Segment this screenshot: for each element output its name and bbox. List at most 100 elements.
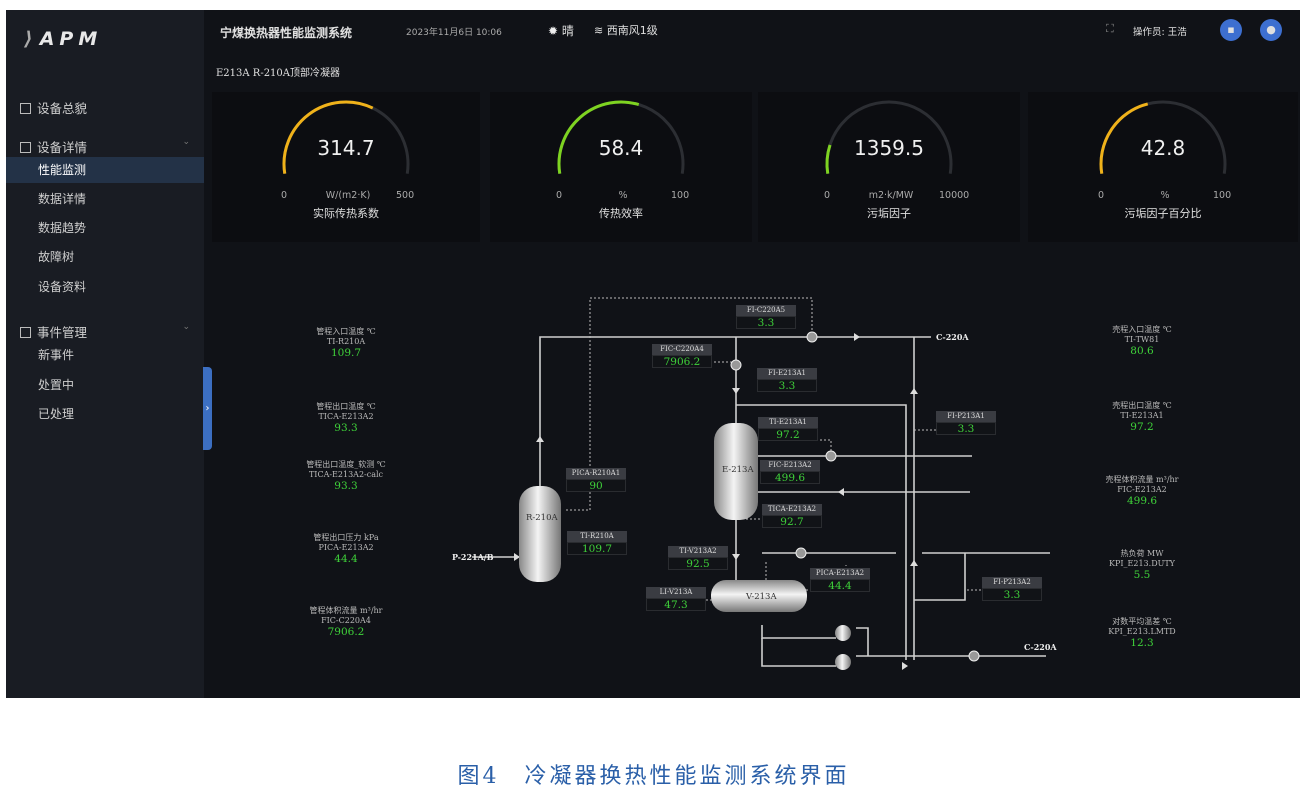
readout-label: 热负荷 MW bbox=[1120, 549, 1164, 558]
readout-label: 管程出口温度_软测 ℃ bbox=[306, 460, 386, 469]
readout-tag: FIC-E213A2 bbox=[1117, 485, 1167, 494]
tag-label: FI-P213A1 bbox=[936, 411, 996, 422]
instrument-tag[interactable]: FIC-E213A2 499.6 bbox=[760, 460, 820, 484]
gauge-value: 58.4 bbox=[598, 136, 644, 160]
readout-tag: TI-E213A1 bbox=[1120, 411, 1164, 420]
sidebar-item[interactable]: 性能监测 bbox=[6, 157, 204, 183]
tag-label: PICA-R210A1 bbox=[566, 468, 626, 479]
sidebar-item[interactable]: 处置中 bbox=[6, 372, 204, 398]
fullscreen-icon[interactable]: ⛶ bbox=[1106, 22, 1114, 35]
tag-label: FIC-C220A4 bbox=[652, 344, 712, 355]
valve-icon bbox=[806, 331, 818, 343]
instrument-tag[interactable]: FIC-C220A4 7906.2 bbox=[652, 344, 712, 368]
sidebar-item[interactable]: 故障树 bbox=[6, 244, 204, 270]
weather-status: ✹ 晴 bbox=[548, 24, 574, 38]
sidebar-item[interactable]: 数据详情 bbox=[6, 186, 204, 212]
kpi-readout: 热负荷 MW KPI_E213.DUTY 5.5 bbox=[1072, 548, 1212, 581]
vessel-label: V-213A bbox=[746, 592, 777, 602]
tag-value: 3.3 bbox=[982, 588, 1042, 601]
readout-tag: TI-TW81 bbox=[1124, 335, 1160, 344]
sidebar-collapse-handle[interactable]: › bbox=[203, 367, 212, 450]
sidebar-item[interactable]: 设备总貌 bbox=[6, 98, 204, 117]
readout-label: 管程出口压力 kPa bbox=[313, 533, 379, 542]
chevron-down-icon[interactable]: ⌄ bbox=[182, 322, 190, 332]
kpi-readout: 壳程出口温度 ℃ TI-E213A1 97.2 bbox=[1072, 400, 1212, 433]
chat-icon[interactable]: ▪ bbox=[1220, 19, 1242, 41]
tag-value: 109.7 bbox=[567, 542, 627, 555]
tag-label: TI-E213A1 bbox=[758, 417, 818, 428]
stream-label: C-220A bbox=[936, 332, 969, 342]
readout-tag: KPI_E213.DUTY bbox=[1109, 559, 1175, 568]
tag-value: 90 bbox=[566, 479, 626, 492]
gauge-max: 10000 bbox=[939, 190, 970, 201]
tag-value: 97.2 bbox=[758, 428, 818, 441]
gauge-max: 100 bbox=[671, 190, 690, 201]
gauge-unit: m2·k/MW bbox=[868, 190, 914, 201]
tag-label: TI-R210A bbox=[567, 531, 627, 542]
sidebar-item[interactable]: 已处理 bbox=[6, 401, 204, 427]
instrument-tag[interactable]: FI-P213A1 3.3 bbox=[936, 411, 996, 435]
sidebar: ⟩ APM 设备总貌 设备详情 ⌄ 性能监测 数据详情 数据趋势 故障树 设备资料 事件管理 ⌄ 新事… bbox=[6, 10, 212, 698]
sidebar-item[interactable]: 设备详情 ⌄ bbox=[6, 137, 204, 156]
instrument-tag[interactable]: PICA-E213A2 44.4 bbox=[810, 568, 870, 592]
gauge-card: 314.7 0 W/(m2·K) 500 实际传热系数 bbox=[212, 92, 480, 242]
gauge-unit: W/(m2·K) bbox=[325, 190, 371, 201]
instrument-tag[interactable]: FI-C220A5 3.3 bbox=[736, 305, 796, 329]
gauge-title: 污垢因子 bbox=[867, 207, 911, 220]
wind-status: ≋ 西南风1级 bbox=[594, 24, 658, 37]
instrument-tag[interactable]: TI-E213A1 97.2 bbox=[758, 417, 818, 441]
figure-caption: 图4 冷凝器换热性能监测系统界面 bbox=[457, 764, 850, 789]
sidebar-item-label: 事件管理 bbox=[37, 325, 88, 340]
sidebar-item-label: 处置中 bbox=[38, 378, 75, 392]
instrument-tag[interactable]: TI-R210A 109.7 bbox=[567, 531, 627, 555]
tag-label: PICA-E213A2 bbox=[810, 568, 870, 579]
readout-value: 12.3 bbox=[1130, 637, 1154, 649]
tag-label: FI-P213A2 bbox=[982, 577, 1042, 588]
tag-value: 3.3 bbox=[736, 316, 796, 329]
sidebar-item-label: 已处理 bbox=[38, 407, 75, 421]
tag-label: FI-C220A5 bbox=[736, 305, 796, 316]
tag-value: 92.5 bbox=[668, 557, 728, 570]
vessel-label: R-210A bbox=[526, 513, 558, 523]
operator-label: 操作员: 王浩 bbox=[1133, 27, 1187, 38]
gauge-title: 传热效率 bbox=[599, 207, 643, 220]
readout-value: 499.6 bbox=[1126, 495, 1158, 507]
instrument-tag[interactable]: LI-V213A 47.3 bbox=[646, 587, 706, 611]
sidebar-item[interactable]: 数据趋势 bbox=[6, 215, 204, 241]
stream-label: P-221A/B bbox=[452, 552, 494, 562]
instrument-tag[interactable]: PICA-R210A1 90 bbox=[566, 468, 626, 492]
gauge-min: 0 bbox=[1098, 190, 1105, 201]
equipment-subtitle: E213A R-210A顶部冷凝器 bbox=[216, 68, 341, 79]
valve-icon bbox=[825, 450, 837, 462]
sidebar-item[interactable]: 新事件 bbox=[6, 342, 204, 368]
instrument-tag[interactable]: FI-P213A2 3.3 bbox=[982, 577, 1042, 601]
kpi-readout: 管程出口温度_软测 ℃ TICA-E213A2-calc 93.3 bbox=[276, 459, 416, 492]
kpi-readout: 管程体积流量 m³/hr FIC-C220A4 7906.2 bbox=[276, 605, 416, 638]
gauge-fill bbox=[1099, 102, 1149, 174]
readout-label: 管程入口温度 ℃ bbox=[316, 327, 376, 336]
gauge-card: 1359.5 0 m2·k/MW 10000 污垢因子 bbox=[758, 92, 1020, 242]
sidebar-item-label: 故障树 bbox=[38, 250, 75, 264]
stream-label: C-220A bbox=[1024, 642, 1057, 652]
gauge-value: 314.7 bbox=[317, 136, 375, 160]
readout-tag: FIC-C220A4 bbox=[321, 616, 371, 625]
gauge-min: 0 bbox=[281, 190, 288, 201]
sidebar-item-label: 数据详情 bbox=[38, 192, 87, 206]
chevron-down-icon[interactable]: ⌄ bbox=[182, 137, 190, 147]
instrument-tag[interactable]: FI-E213A1 3.3 bbox=[757, 368, 817, 392]
tag-value: 92.7 bbox=[762, 515, 822, 528]
gauge-min: 0 bbox=[556, 190, 563, 201]
tag-label: LI-V213A bbox=[646, 587, 706, 598]
instrument-tag[interactable]: TI-V213A2 92.5 bbox=[668, 546, 728, 570]
menu-icon bbox=[20, 142, 31, 153]
readout-value: 93.3 bbox=[334, 480, 358, 492]
instrument-tag[interactable]: TICA-E213A2 92.7 bbox=[762, 504, 822, 528]
kpi-readout: 壳程体积流量 m³/hr FIC-E213A2 499.6 bbox=[1072, 474, 1212, 507]
vessel-label: E-213A bbox=[722, 465, 754, 475]
kpi-readout: 管程出口压力 kPa PICA-E213A2 44.4 bbox=[276, 532, 416, 565]
sidebar-item[interactable]: 设备资料 bbox=[6, 274, 204, 300]
gauge-max: 500 bbox=[396, 190, 415, 201]
user-avatar-icon[interactable]: ● bbox=[1260, 19, 1282, 41]
sidebar-item[interactable]: 事件管理 ⌄ bbox=[6, 322, 204, 341]
readout-label: 对数平均温差 ℃ bbox=[1112, 617, 1172, 626]
